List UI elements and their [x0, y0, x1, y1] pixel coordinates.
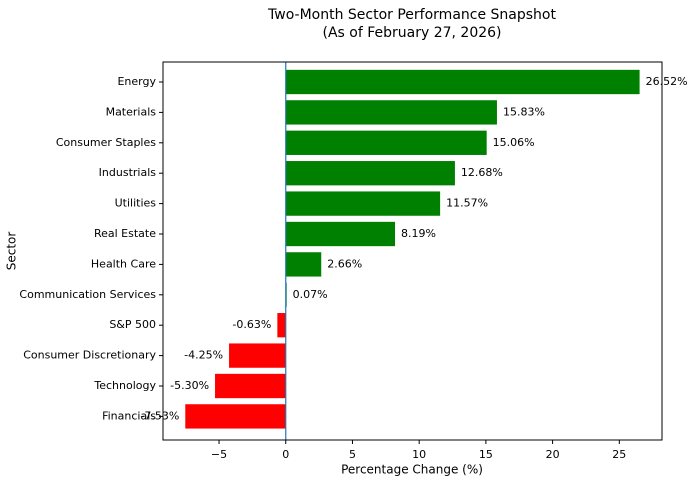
- x-tick-label: 20: [546, 448, 560, 461]
- y-tick-label: Technology: [93, 379, 156, 392]
- bar: [285, 191, 441, 216]
- x-tick-label: 15: [479, 448, 493, 461]
- value-label: 26.52%: [646, 75, 688, 88]
- value-label: -0.63%: [232, 318, 271, 331]
- bar: [285, 100, 497, 125]
- y-tick-label: Real Estate: [94, 227, 156, 240]
- value-label: 0.07%: [293, 288, 328, 301]
- bar: [215, 373, 286, 399]
- y-tick-label: Materials: [106, 105, 157, 118]
- bar: [285, 130, 487, 155]
- bar: [285, 161, 455, 186]
- value-label: 11.57%: [446, 197, 488, 210]
- bar: [185, 404, 286, 429]
- y-tick-label: Consumer Discretionary: [23, 349, 156, 362]
- value-label: -4.25%: [184, 349, 223, 362]
- bar: [285, 221, 396, 247]
- x-tick-label: −5: [211, 448, 227, 461]
- value-label: 15.06%: [493, 136, 535, 149]
- value-label: 12.68%: [461, 166, 503, 179]
- x-tick-label: 0: [282, 448, 289, 461]
- x-tick-label: 5: [349, 448, 356, 461]
- y-tick-label: Utilities: [115, 197, 157, 210]
- bar: [277, 313, 286, 338]
- value-label: 2.66%: [327, 257, 362, 270]
- value-label: 15.83%: [503, 105, 545, 118]
- chart-subtitle: (As of February 27, 2026): [322, 25, 501, 41]
- x-tick-label: 25: [612, 448, 626, 461]
- y-tick-label: Consumer Staples: [56, 136, 156, 149]
- x-tick-label: 10: [412, 448, 426, 461]
- value-label: -5.30%: [170, 379, 209, 392]
- y-tick-label: Industrials: [99, 166, 157, 179]
- bar: [229, 343, 286, 368]
- y-tick-label: Financials: [102, 409, 156, 422]
- value-label: 8.19%: [401, 227, 436, 240]
- bar: [285, 69, 640, 95]
- chart-title: Two-Month Sector Performance Snapshot: [267, 7, 556, 23]
- y-tick-label: Health Care: [91, 257, 156, 270]
- value-label: -7.53%: [140, 409, 179, 422]
- y-axis-label: Sector: [5, 232, 19, 271]
- y-tick-label: Energy: [117, 75, 156, 88]
- y-tick-label: S&P 500: [109, 318, 156, 331]
- plot-frame: [162, 61, 663, 441]
- y-tick-label: Communication Services: [19, 288, 156, 301]
- bar: [285, 252, 322, 277]
- x-axis-label: Percentage Change (%): [341, 463, 483, 477]
